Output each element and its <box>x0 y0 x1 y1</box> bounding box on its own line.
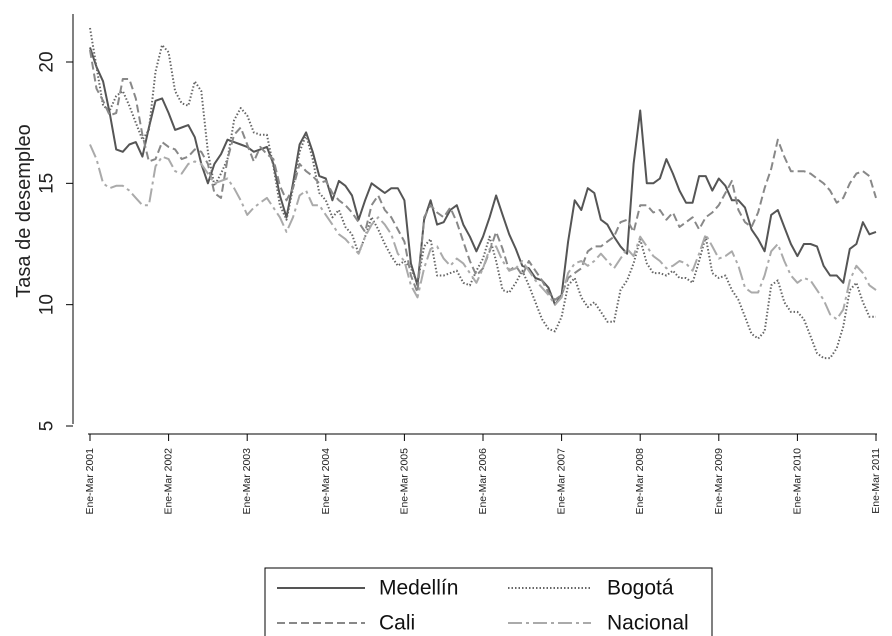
legend-label: Bogotá <box>607 577 674 600</box>
series-line-bogota <box>89 27 876 360</box>
x-tick-label: Ene-Mar 2006 <box>477 448 489 515</box>
x-tick-label: Ene-Mar 2007 <box>556 448 568 515</box>
x-tick-label: Ene-Mar 2001 <box>84 448 96 515</box>
x-tick-label: Ene-Mar 2009 <box>713 448 725 515</box>
y-axis-label: Tasa de desempleo <box>13 124 35 297</box>
y-tick-label: 20 <box>37 51 58 72</box>
legend-label: Medellín <box>379 577 458 600</box>
legend: Medellín Bogotá Cali Nacional <box>264 567 713 636</box>
x-tick-label: Ene-Mar 2010 <box>791 448 803 515</box>
series-line-cali <box>89 49 877 301</box>
x-tick-label: Ene-Mar 2004 <box>320 448 332 515</box>
legend-label: Nacional <box>607 612 689 635</box>
legend-box <box>264 567 713 636</box>
y-ticks: 5 10 15 20 <box>37 51 73 432</box>
x-tick-label: Ene-Mar 2002 <box>163 448 175 515</box>
series-line-medellin <box>89 47 877 306</box>
x-ticks: Ene-Mar 2001 Ene-Mar 2002 Ene-Mar 2003 Ene-… <box>84 434 882 515</box>
x-tick-label: Ene-Mar 2011 <box>870 448 882 514</box>
x-tick-label: Ene-Mar 2008 <box>634 448 646 515</box>
y-tick-label: 10 <box>37 294 58 315</box>
series-line-nacional <box>89 144 877 321</box>
legend-label: Cali <box>379 612 415 635</box>
y-tick-label: 5 <box>37 421 58 432</box>
x-tick-label: Ene-Mar 2005 <box>398 448 410 515</box>
x-tick-label: Ene-Mar 2003 <box>241 448 253 515</box>
y-tick-label: 15 <box>37 173 58 194</box>
plot-area <box>89 27 877 360</box>
